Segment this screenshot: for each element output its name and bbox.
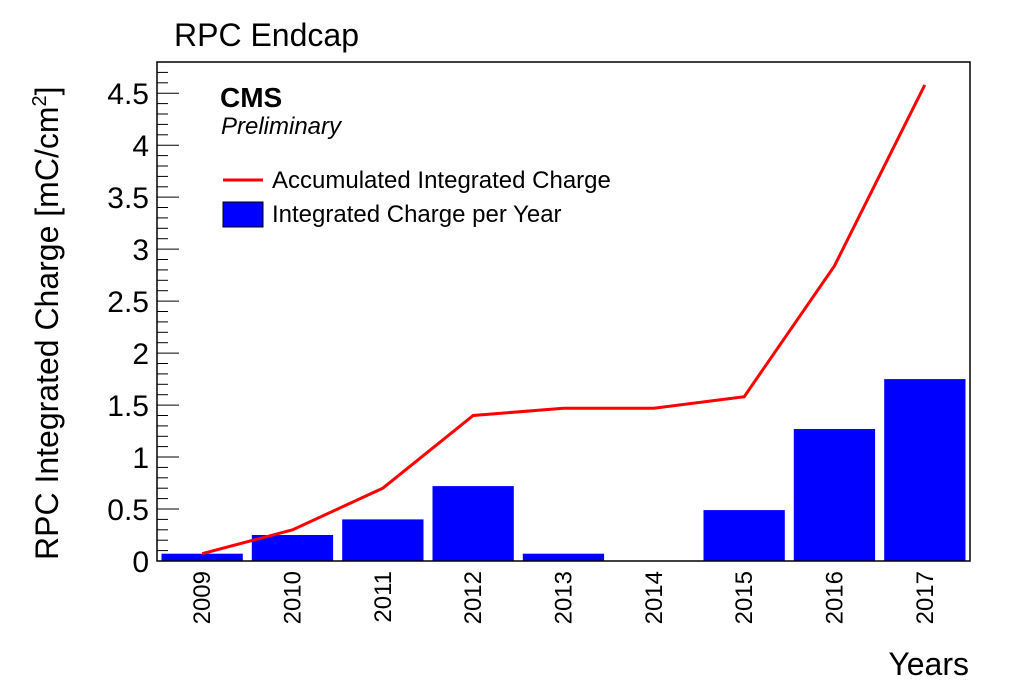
x-axis-label: Years	[888, 646, 969, 682]
status-label: Preliminary	[221, 113, 343, 140]
x-tick-label-2012: 2012	[460, 571, 487, 624]
x-tick-label-2014: 2014	[641, 571, 668, 624]
y-tick-label: 4	[132, 130, 149, 163]
accumulated-charge-line	[201, 84, 927, 556]
bar-2015	[703, 510, 785, 561]
x-tick-label-2017: 2017	[912, 571, 939, 624]
y-axis-label-superscript: 2	[29, 95, 51, 106]
x-tick-label-2011: 2011	[370, 571, 397, 623]
legend: Accumulated Integrated Charge Integrated…	[222, 167, 611, 228]
y-tick-label: 0.5	[107, 494, 149, 527]
plot-area: 0 0.5 1 1.5 2 2.5 3 3.5 4 4.5 2009 2010 2011 2012 201…	[107, 61, 971, 624]
y-tick-label: 1.5	[107, 390, 149, 423]
legend-label-accumulated: Accumulated Integrated Charge	[272, 167, 611, 194]
x-tick-label-2015: 2015	[731, 571, 758, 624]
y-tick-label: 1	[132, 442, 149, 475]
chart-title: RPC Endcap	[174, 17, 359, 53]
x-tick-label-2013: 2013	[551, 571, 578, 624]
x-tick-label-2016: 2016	[822, 571, 849, 624]
legend-label-per-year: Integrated Charge per Year	[272, 201, 562, 228]
y-tick-label: 4.5	[107, 78, 149, 111]
bar-2010	[251, 535, 334, 561]
legend-bar-swatch	[222, 201, 264, 228]
y-tick-label: 0	[132, 546, 149, 579]
y-tick-label: 3	[132, 234, 149, 267]
y-tick-label: 2	[132, 338, 149, 371]
bar-2009	[161, 553, 243, 561]
bar-2017	[884, 379, 966, 561]
bar-2016	[793, 429, 876, 561]
x-tick-label-2009: 2009	[189, 571, 216, 624]
y-tick-label: 3.5	[107, 182, 149, 215]
bar-2012	[432, 486, 514, 561]
y-tick-label: 2.5	[107, 286, 149, 319]
y-axis-label: RPC Integrated Charge [mC/cm2]	[29, 86, 65, 560]
x-tick-label-2010: 2010	[280, 571, 307, 624]
bar-2013	[522, 553, 605, 561]
experiment-label: CMS	[220, 82, 282, 113]
bar-2011	[342, 519, 424, 561]
